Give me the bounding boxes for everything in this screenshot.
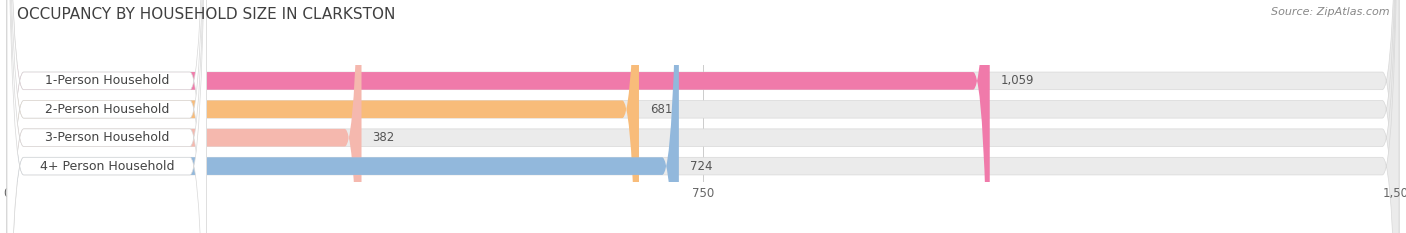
FancyBboxPatch shape [7, 0, 361, 233]
Text: Source: ZipAtlas.com: Source: ZipAtlas.com [1271, 7, 1389, 17]
FancyBboxPatch shape [7, 0, 638, 233]
FancyBboxPatch shape [7, 0, 207, 233]
FancyBboxPatch shape [7, 0, 679, 233]
FancyBboxPatch shape [7, 0, 207, 233]
Text: 382: 382 [373, 131, 395, 144]
FancyBboxPatch shape [7, 0, 207, 233]
Text: OCCUPANCY BY HOUSEHOLD SIZE IN CLARKSTON: OCCUPANCY BY HOUSEHOLD SIZE IN CLARKSTON [17, 7, 395, 22]
Text: 724: 724 [690, 160, 713, 173]
FancyBboxPatch shape [7, 0, 1399, 233]
Text: 1-Person Household: 1-Person Household [45, 74, 169, 87]
FancyBboxPatch shape [7, 0, 990, 233]
FancyBboxPatch shape [7, 0, 1399, 233]
FancyBboxPatch shape [7, 0, 1399, 233]
Text: 3-Person Household: 3-Person Household [45, 131, 169, 144]
FancyBboxPatch shape [7, 0, 207, 233]
Text: 1,059: 1,059 [1001, 74, 1035, 87]
Text: 4+ Person Household: 4+ Person Household [39, 160, 174, 173]
FancyBboxPatch shape [7, 0, 1399, 233]
Text: 681: 681 [650, 103, 672, 116]
Text: 2-Person Household: 2-Person Household [45, 103, 169, 116]
